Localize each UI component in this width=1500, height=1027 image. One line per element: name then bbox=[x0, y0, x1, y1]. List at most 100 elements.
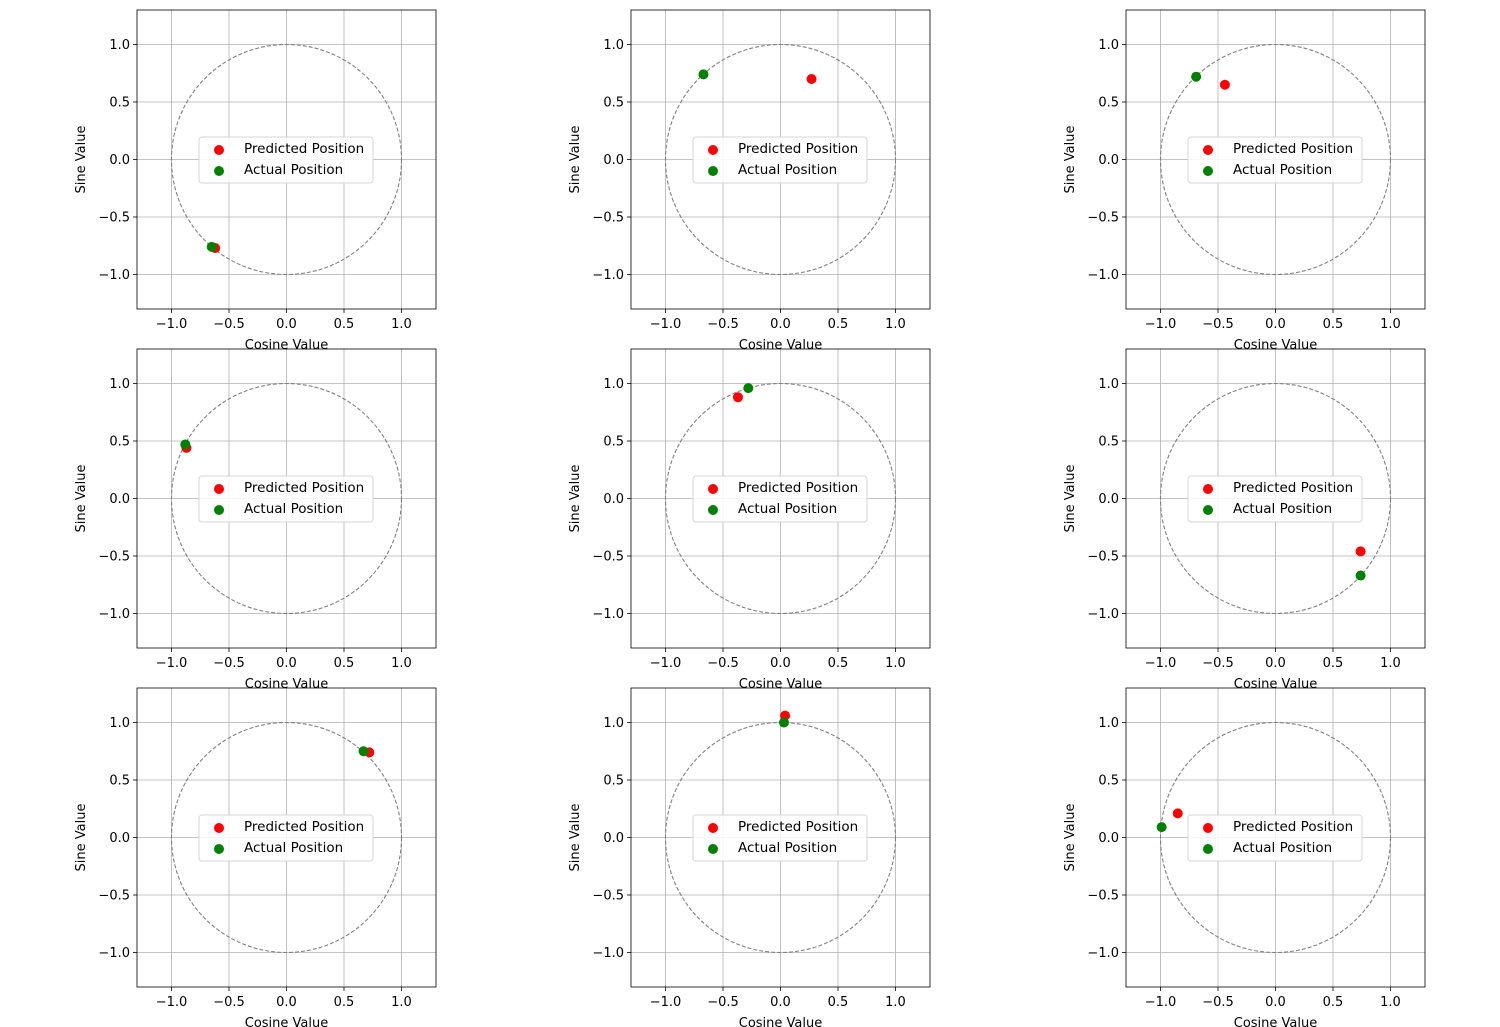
legend-label: Predicted Position bbox=[1233, 819, 1353, 835]
predicted-point bbox=[1219, 79, 1230, 90]
x-tick-label: 0.0 bbox=[770, 656, 791, 671]
subplot-6: −1.0−1.0−0.5−0.50.00.00.50.51.01.0Cosine… bbox=[1063, 348, 1426, 692]
legend: Predicted Position Actual Position bbox=[198, 136, 374, 184]
y-tick-label: 0.5 bbox=[1098, 96, 1119, 111]
legend-marker bbox=[708, 844, 718, 854]
predicted-point bbox=[732, 392, 743, 403]
actual-point bbox=[1156, 822, 1167, 833]
y-axis-label: Sine Value bbox=[568, 126, 583, 194]
axes-frame bbox=[630, 9, 931, 310]
legend-marker bbox=[708, 505, 718, 515]
subplot-3: −1.0−1.0−0.5−0.50.00.00.50.51.01.0Cosine… bbox=[1063, 9, 1426, 353]
x-tick-label: −1.0 bbox=[650, 995, 682, 1010]
y-tick-label: −0.5 bbox=[1087, 211, 1119, 226]
y-tick-label: −1.0 bbox=[1087, 268, 1119, 283]
x-tick-label: −0.5 bbox=[707, 995, 739, 1010]
y-tick-label: −0.5 bbox=[592, 889, 624, 904]
y-tick-label: −0.5 bbox=[98, 211, 130, 226]
y-tick-label: −1.0 bbox=[1087, 607, 1119, 622]
actual-point bbox=[206, 241, 217, 252]
x-tick-label: 1.0 bbox=[391, 317, 412, 332]
x-tick-label: 0.0 bbox=[770, 317, 791, 332]
x-tick-label: 0.0 bbox=[1265, 317, 1286, 332]
legend-marker bbox=[214, 505, 224, 515]
legend-label: Actual Position bbox=[738, 501, 837, 517]
y-tick-label: 1.0 bbox=[603, 716, 624, 731]
legend: Predicted Position Actual Position bbox=[198, 475, 374, 523]
legend-label: Actual Position bbox=[1233, 501, 1332, 517]
legend: Predicted Position Actual Position bbox=[1187, 136, 1363, 184]
subplot-1: −1.0−1.0−0.5−0.50.00.00.50.51.01.0Cosine… bbox=[74, 9, 437, 353]
legend-marker bbox=[214, 844, 224, 854]
legend-label: Actual Position bbox=[244, 162, 343, 178]
y-axis-label: Sine Value bbox=[1063, 126, 1078, 194]
legend-marker bbox=[1203, 505, 1213, 515]
legend-marker bbox=[708, 823, 718, 833]
y-tick-label: −1.0 bbox=[592, 946, 624, 961]
actual-point bbox=[698, 69, 709, 80]
y-tick-label: 1.0 bbox=[109, 377, 130, 392]
x-tick-label: −0.5 bbox=[213, 656, 245, 671]
legend: Predicted Position Actual Position bbox=[198, 814, 374, 862]
subplot-4: −1.0−1.0−0.5−0.50.00.00.50.51.01.0Cosine… bbox=[74, 348, 437, 692]
subplot-8: −1.0 −1.0 −0.5 −0.5 0.0 0.0 0.5 0.5 1.0 1.0 Cosine… bbox=[568, 687, 931, 1027]
x-tick-label: −1.0 bbox=[1145, 317, 1177, 332]
x-tick-label: −0.5 bbox=[1202, 317, 1234, 332]
x-tick-label: 1.0 bbox=[885, 995, 906, 1010]
unit-circle bbox=[1159, 721, 1392, 954]
x-tick-label: −0.5 bbox=[1202, 995, 1234, 1010]
legend-label: Actual Position bbox=[738, 840, 837, 856]
axes-frame bbox=[630, 348, 931, 649]
y-tick-label: 0.0 bbox=[1098, 153, 1119, 168]
x-tick-label: 0.0 bbox=[1265, 656, 1286, 671]
actual-point bbox=[1355, 570, 1366, 581]
y-tick-label: 0.5 bbox=[1098, 774, 1119, 789]
x-axis-label: Cosine Value bbox=[245, 1016, 328, 1027]
y-tick-label: −1.0 bbox=[98, 946, 130, 961]
legend-label: Predicted Position bbox=[244, 819, 364, 835]
x-tick-label: 0.0 bbox=[276, 656, 297, 671]
legend-box bbox=[692, 136, 868, 184]
subplot-2: −1.0−1.0−0.5−0.50.00.00.50.51.01.0Cosine… bbox=[568, 9, 931, 353]
y-axis-label: Sine Value bbox=[568, 804, 583, 872]
predicted-point bbox=[1355, 546, 1366, 557]
x-tick-label: −0.5 bbox=[707, 656, 739, 671]
x-tick-label: −1.0 bbox=[650, 656, 682, 671]
y-tick-label: 1.0 bbox=[603, 377, 624, 392]
y-tick-label: −0.5 bbox=[592, 550, 624, 565]
y-axis-label: Sine Value bbox=[74, 126, 89, 194]
y-tick-label: 0.0 bbox=[109, 831, 130, 846]
actual-point bbox=[358, 746, 369, 757]
axes-frame bbox=[136, 9, 437, 310]
legend-marker bbox=[708, 166, 718, 176]
x-tick-label: 1.0 bbox=[1380, 656, 1401, 671]
actual-point bbox=[1191, 71, 1202, 82]
legend-box bbox=[1187, 814, 1363, 862]
x-tick-label: 0.5 bbox=[828, 995, 849, 1010]
y-tick-label: 1.0 bbox=[1098, 377, 1119, 392]
y-tick-label: −1.0 bbox=[1087, 946, 1119, 961]
unit-circle bbox=[170, 721, 403, 954]
legend-marker bbox=[1203, 166, 1213, 176]
x-tick-label: 0.5 bbox=[828, 656, 849, 671]
y-tick-label: 0.0 bbox=[109, 492, 130, 507]
axes-frame bbox=[136, 348, 437, 649]
legend-marker bbox=[708, 145, 718, 155]
y-tick-label: −0.5 bbox=[98, 889, 130, 904]
predicted-point bbox=[1172, 808, 1183, 819]
legend-marker bbox=[1203, 844, 1213, 854]
legend: Predicted Position Actual Position bbox=[692, 814, 868, 862]
y-tick-label: 1.0 bbox=[109, 716, 130, 731]
y-tick-label: 0.0 bbox=[603, 492, 624, 507]
y-tick-label: −1.0 bbox=[592, 268, 624, 283]
legend: Predicted Position Actual Position bbox=[1187, 475, 1363, 523]
legend-label: Predicted Position bbox=[1233, 141, 1353, 157]
legend: Predicted Position Actual Position bbox=[1187, 814, 1363, 862]
y-tick-label: −1.0 bbox=[98, 607, 130, 622]
unit-circle bbox=[170, 43, 403, 276]
predicted-point bbox=[806, 74, 817, 84]
legend-label: Predicted Position bbox=[738, 819, 858, 835]
x-tick-label: −0.5 bbox=[707, 317, 739, 332]
x-tick-label: 1.0 bbox=[885, 317, 906, 332]
